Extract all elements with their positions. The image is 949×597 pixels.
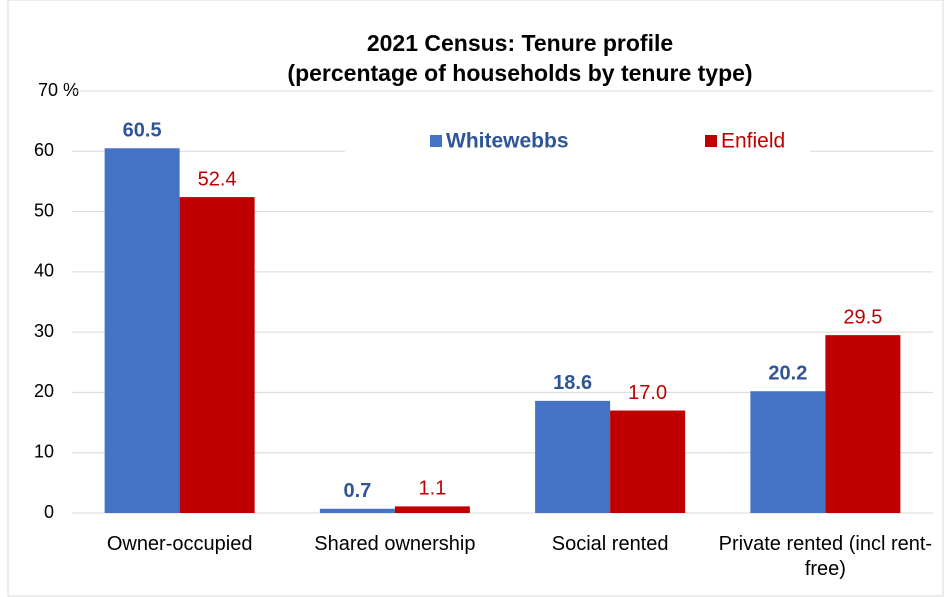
x-tick-label-box: Shared ownership <box>314 533 476 555</box>
data-label: 29.5 <box>843 306 882 328</box>
bar <box>535 400 611 513</box>
x-tick-label: Social rented <box>551 533 669 555</box>
y-tick-label: 10 <box>34 441 54 461</box>
legend-label: Enfield <box>721 130 785 153</box>
data-label: 17.0 <box>628 382 667 404</box>
x-tick-label: Owner-occupied <box>106 533 253 555</box>
x-tick-label-box: Owner-occupied <box>106 533 253 555</box>
bar <box>179 197 255 514</box>
chart-title: 2021 Census: Tenure profile <box>367 30 673 56</box>
data-label: 18.6 <box>553 372 592 394</box>
x-tick-label-box: Social rented <box>551 533 669 555</box>
bar <box>319 508 395 513</box>
y-tick-label: 30 <box>34 321 54 341</box>
y-tick-label: 20 <box>34 381 54 401</box>
legend-label: Whitewebbs <box>446 130 569 153</box>
y-tick-label: 60 <box>34 140 54 160</box>
data-label: 60.5 <box>123 120 162 142</box>
data-label: 20.2 <box>768 363 807 385</box>
y-tick-label: 70 % <box>38 80 79 100</box>
bar <box>394 506 470 513</box>
chart-title: (percentage of households by tenure type… <box>287 60 752 86</box>
legend-box <box>345 122 810 164</box>
bar <box>750 391 826 513</box>
y-tick-label: 0 <box>44 502 54 522</box>
legend-swatch <box>430 135 442 147</box>
x-tick-label: Shared ownership <box>314 533 476 555</box>
legend-swatch <box>705 135 717 147</box>
y-tick-label: 40 <box>34 261 54 281</box>
x-tick-label-box: Private rented (incl rent-free) <box>718 533 933 580</box>
y-tick-label: 50 <box>34 200 54 220</box>
data-label: 1.1 <box>418 478 446 500</box>
data-label: 0.7 <box>343 480 371 502</box>
x-tick-label: Private rented (incl rent-free) <box>718 533 933 580</box>
bar <box>825 335 901 513</box>
bar <box>610 410 686 513</box>
data-label: 52.4 <box>198 168 237 190</box>
bar <box>104 148 180 513</box>
